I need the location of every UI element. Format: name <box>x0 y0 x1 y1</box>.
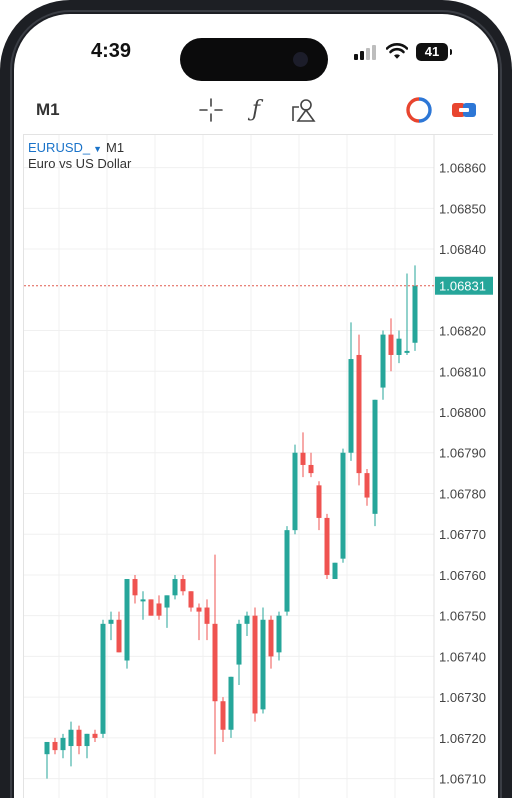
candle-body-bearish <box>316 485 322 518</box>
candle-body-bullish <box>380 334 386 388</box>
candle-body-bullish <box>100 623 106 734</box>
price-axis-label: 1.06800 <box>439 405 486 420</box>
candle-body-bearish <box>308 464 314 474</box>
price-chart[interactable]: 1.06860 1.06850 1.06840 1.06820 1.06810 1.068… <box>23 134 493 798</box>
symbol-dropdown-icon[interactable]: ▼ <box>93 144 103 154</box>
candle-body-bullish <box>236 623 242 665</box>
candle-body-bullish <box>260 619 266 710</box>
objects-shapes-icon[interactable] <box>289 96 317 124</box>
candle-body-bullish <box>412 285 418 343</box>
price-axis-label: 1.06860 <box>439 161 486 176</box>
candle-body-bullish <box>108 619 114 624</box>
price-axis-label: 1.06730 <box>439 690 486 705</box>
account-circle-icon[interactable] <box>405 96 433 124</box>
wifi-icon <box>386 43 408 59</box>
candle-body-bullish <box>348 359 354 453</box>
price-axis-label: 1.06740 <box>439 649 486 664</box>
candle-body-bullish <box>340 452 346 559</box>
candle-body-bearish <box>188 591 194 608</box>
candle-body-bullish <box>276 615 282 653</box>
candle-body-bullish <box>228 676 234 730</box>
candle-body-bullish <box>44 741 50 755</box>
candle-body-bullish <box>372 399 378 514</box>
candle-body-bullish <box>332 562 338 580</box>
candlestick-chart[interactable]: 1.06860 1.06850 1.06840 1.06820 1.06810 1.068… <box>24 135 494 798</box>
price-axis-label: 1.06750 <box>439 609 486 624</box>
price-axis-label: 1.06780 <box>439 486 486 501</box>
candle-body-bearish <box>196 607 202 612</box>
candle-body-bearish <box>204 607 210 624</box>
front-camera <box>293 52 308 67</box>
price-axis-label: 1.06790 <box>439 446 486 461</box>
candle-body-bearish <box>388 334 394 355</box>
candle-body-bullish <box>140 599 146 602</box>
indicators-function-icon[interactable]: ƒ <box>251 97 261 122</box>
candle-body-bearish <box>300 452 306 465</box>
candle-body-bullish <box>60 737 66 751</box>
candle-body-bullish <box>396 338 402 355</box>
candle-body-bearish <box>364 473 370 498</box>
price-axis-label: 1.06770 <box>439 527 486 542</box>
price-axis-label: 1.06810 <box>439 364 486 379</box>
crosshair-icon[interactable] <box>197 96 225 124</box>
candle-body-bearish <box>148 599 154 616</box>
candle-body-bullish <box>244 615 250 624</box>
candle-body-bearish <box>268 619 274 657</box>
price-axis-label: 1.06760 <box>439 568 486 583</box>
symbol-name[interactable]: EURUSD_ <box>28 140 91 155</box>
candle-body-bearish <box>212 623 218 702</box>
price-axis-label: 1.06710 <box>439 772 486 787</box>
symbol-timeframe: M1 <box>106 140 125 155</box>
battery-icon: 41 <box>416 43 452 61</box>
candle-body-bearish <box>156 603 162 616</box>
candle-body-bullish <box>292 452 298 531</box>
symbol-header: EURUSD_ ▼ M1 <box>28 140 124 155</box>
candle-body-bearish <box>76 729 82 747</box>
candle-body-bullish <box>124 579 130 661</box>
symbol-description: Euro vs US Dollar <box>28 156 132 171</box>
cellular-signal-icon <box>354 44 378 60</box>
candle-body-bearish <box>132 579 138 596</box>
candle-body-bullish <box>84 733 90 747</box>
status-bar: 4:39 41 <box>0 0 512 90</box>
dynamic-island <box>180 38 328 81</box>
candle-body-bearish <box>116 619 122 653</box>
one-click-trading-icon[interactable] <box>450 96 478 124</box>
candle-body-bearish <box>180 579 186 592</box>
status-time: 4:39 <box>90 40 132 62</box>
candle-body-bullish <box>284 530 290 612</box>
candle-body-bullish <box>164 595 170 608</box>
candle-body-bullish <box>404 350 410 353</box>
timeframe-selector[interactable]: M1 <box>36 100 60 119</box>
candle-body-bullish <box>172 579 178 596</box>
candle-body-bearish <box>252 615 258 714</box>
candle-body-bearish <box>92 733 98 738</box>
price-axis-label: 1.06850 <box>439 201 486 216</box>
chart-toolbar: M1 ƒ <box>0 92 512 128</box>
price-axis-label: 1.06720 <box>439 731 486 746</box>
candle-body-bearish <box>324 517 330 575</box>
current-price-tag <box>435 276 493 295</box>
candle-body-bullish <box>68 729 74 747</box>
candle-body-bearish <box>52 741 58 751</box>
candle-body-bearish <box>220 701 226 730</box>
price-axis-label: 1.06820 <box>439 324 486 339</box>
candle-body-bearish <box>356 354 362 474</box>
current-price-tag-label: 1.06831 <box>439 279 486 294</box>
price-axis-label: 1.06840 <box>439 242 486 257</box>
